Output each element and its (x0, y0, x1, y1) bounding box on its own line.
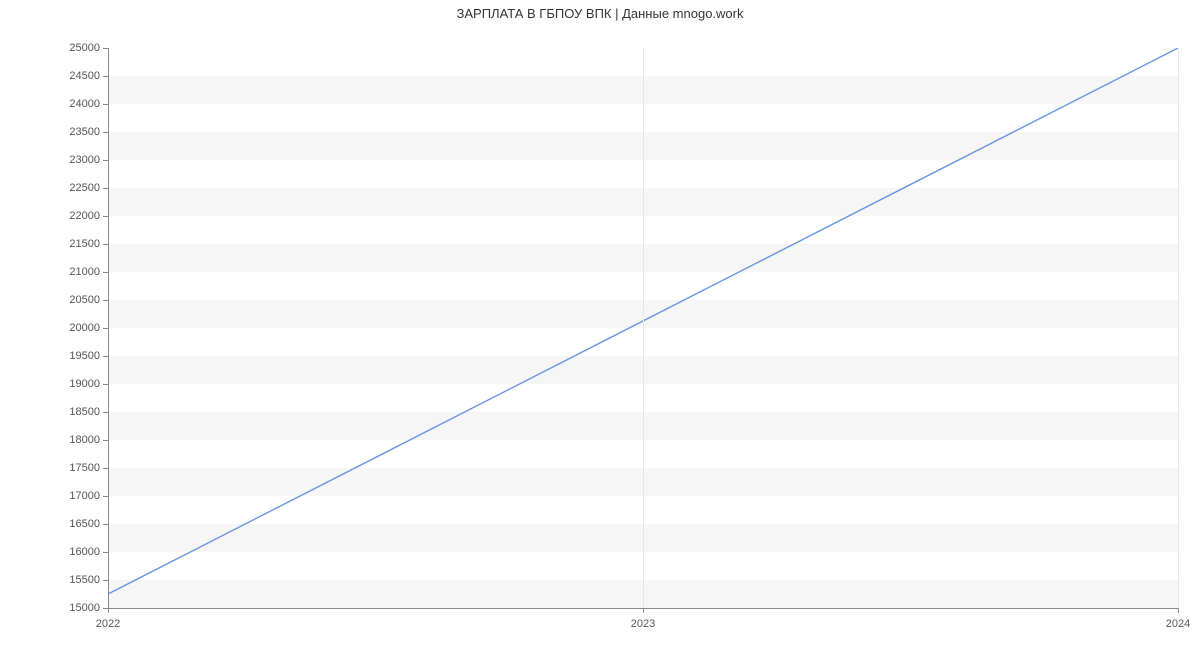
y-tick-label: 20500 (58, 294, 100, 306)
y-tick-mark (103, 244, 108, 245)
y-tick-label: 18500 (58, 406, 100, 418)
x-tick-label: 2022 (96, 618, 120, 630)
plot-area (108, 48, 1178, 608)
chart-title: ЗАРПЛАТА В ГБПОУ ВПК | Данные mnogo.work (0, 6, 1200, 21)
y-tick-label: 22500 (58, 182, 100, 194)
y-tick-mark (103, 48, 108, 49)
x-tick-label: 2023 (631, 618, 655, 630)
y-tick-label: 19500 (58, 350, 100, 362)
y-tick-mark (103, 412, 108, 413)
y-tick-mark (103, 440, 108, 441)
y-tick-label: 20000 (58, 322, 100, 334)
y-tick-mark (103, 160, 108, 161)
y-axis-line (108, 48, 109, 608)
y-tick-mark (103, 216, 108, 217)
y-tick-mark (103, 132, 108, 133)
y-tick-label: 22000 (58, 210, 100, 222)
y-tick-label: 16500 (58, 518, 100, 530)
y-tick-label: 17000 (58, 490, 100, 502)
y-tick-mark (103, 468, 108, 469)
y-tick-label: 21500 (58, 238, 100, 250)
y-tick-mark (103, 356, 108, 357)
y-tick-mark (103, 76, 108, 77)
y-tick-label: 21000 (58, 266, 100, 278)
y-tick-label: 17500 (58, 462, 100, 474)
x-tick-label: 2024 (1166, 618, 1190, 630)
y-tick-label: 15000 (58, 602, 100, 614)
y-tick-label: 19000 (58, 378, 100, 390)
x-tick-mark (1178, 608, 1179, 613)
y-tick-label: 15500 (58, 574, 100, 586)
y-tick-label: 18000 (58, 434, 100, 446)
y-tick-label: 23500 (58, 126, 100, 138)
grid-vline (1178, 48, 1179, 608)
y-tick-mark (103, 496, 108, 497)
x-tick-mark (108, 608, 109, 613)
y-tick-mark (103, 552, 108, 553)
salary-line-chart: ЗАРПЛАТА В ГБПОУ ВПК | Данные mnogo.work… (0, 0, 1200, 650)
y-tick-mark (103, 580, 108, 581)
x-tick-mark (643, 608, 644, 613)
y-tick-label: 24500 (58, 70, 100, 82)
y-tick-label: 25000 (58, 42, 100, 54)
y-tick-mark (103, 524, 108, 525)
y-tick-mark (103, 328, 108, 329)
grid-vline (643, 48, 644, 608)
y-tick-mark (103, 272, 108, 273)
y-tick-mark (103, 188, 108, 189)
y-tick-label: 16000 (58, 546, 100, 558)
y-tick-mark (103, 104, 108, 105)
y-tick-mark (103, 300, 108, 301)
y-tick-label: 24000 (58, 98, 100, 110)
y-tick-mark (103, 384, 108, 385)
y-tick-label: 23000 (58, 154, 100, 166)
